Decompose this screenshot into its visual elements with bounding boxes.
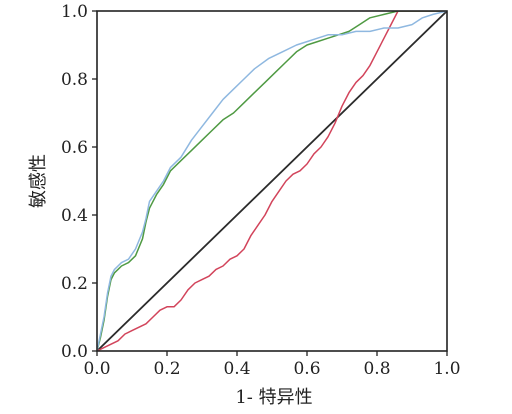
y-axis-title: 敏感性 xyxy=(28,154,49,208)
roc-curve-red xyxy=(97,11,447,351)
x-tick-label: 1.0 xyxy=(433,359,460,379)
y-tick-label: 0.0 xyxy=(61,342,88,362)
tick-layer: 0.0 0.2 0.4 0.6 0.8 1.0 0.0 0.2 0.4 0.6 0.8 1.0 xyxy=(61,2,461,379)
x-tick-label: 0.0 xyxy=(83,359,110,379)
y-tick-label: 0.4 xyxy=(61,206,88,226)
y-tick-label: 0.2 xyxy=(61,274,88,294)
reference-line xyxy=(97,11,447,351)
plot-frame xyxy=(96,10,448,352)
x-tick-label: 0.2 xyxy=(153,359,180,379)
y-tick-label: 1.0 xyxy=(61,2,88,22)
x-tick-label: 0.4 xyxy=(223,359,250,379)
series-group xyxy=(97,11,447,351)
x-tick-label: 0.6 xyxy=(293,359,320,379)
y-tick-label: 0.8 xyxy=(61,70,88,90)
x-axis-title: 1- 特异性 xyxy=(235,387,312,408)
roc-curve-green xyxy=(97,11,447,351)
y-tick-label: 0.6 xyxy=(61,138,88,158)
roc-curve-blue xyxy=(97,11,447,351)
x-tick-label: 0.8 xyxy=(363,359,390,379)
plot-area xyxy=(96,10,448,352)
